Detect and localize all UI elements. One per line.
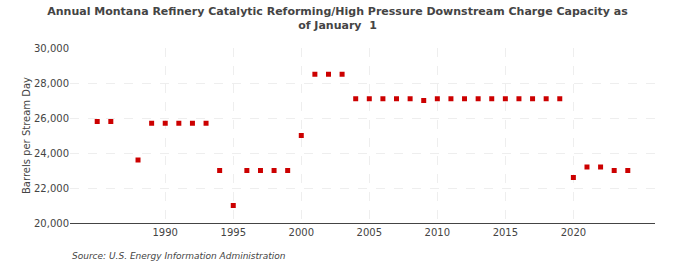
svg-text:Annual Montana Refinery Cataly: Annual Montana Refinery Catalytic Reform… — [47, 5, 628, 32]
svg-text:2020: 2020 — [561, 227, 586, 238]
svg-text:28,000: 28,000 — [34, 78, 69, 89]
svg-text:2000: 2000 — [289, 227, 314, 238]
svg-text:Barrels per Stream Day: Barrels per Stream Day — [21, 77, 32, 194]
svg-text:2010: 2010 — [425, 227, 450, 238]
svg-text:2005: 2005 — [357, 227, 382, 238]
svg-text:22,000: 22,000 — [34, 183, 69, 194]
svg-text:2015: 2015 — [493, 227, 518, 238]
svg-text:1990: 1990 — [153, 227, 178, 238]
svg-text:20,000: 20,000 — [34, 218, 69, 229]
svg-text:26,000: 26,000 — [34, 113, 69, 124]
svg-text:24,000: 24,000 — [34, 148, 69, 159]
svg-text:1995: 1995 — [221, 227, 246, 238]
svg-text:30,000: 30,000 — [34, 43, 69, 54]
svg-text:Source: U.S. Energy Informatio: Source: U.S. Energy Information Administ… — [72, 251, 286, 261]
